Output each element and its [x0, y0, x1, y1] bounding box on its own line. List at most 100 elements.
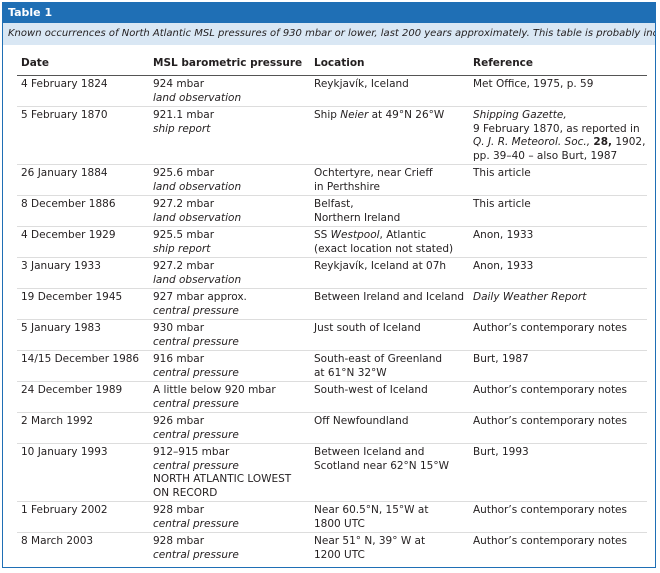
cell-line: Reykjavík, Iceland: [314, 78, 409, 90]
table-cell: 19 December 1945: [17, 288, 149, 320]
table-cell: This article: [469, 164, 647, 196]
table-cell: 5 January 1983: [17, 319, 149, 351]
table-cell: 26 January 1884: [17, 164, 149, 196]
table-caption: Known occurrences of North Atlantic MSL …: [3, 23, 655, 45]
cell-line: central pressure: [153, 549, 306, 563]
cell-line: central pressure: [153, 336, 306, 350]
cell-line: 5 January 1983: [21, 322, 101, 334]
cell-line: This article: [473, 167, 531, 179]
cell-line: A little below 920 mbar: [153, 384, 276, 396]
cell-line: 8 December 1886: [21, 198, 116, 210]
table-cell: 8 December 1886: [17, 195, 149, 227]
table-cell: Reykjavík, Iceland at 07h: [310, 257, 469, 289]
table-row: 14/15 December 1986 916 mbar central press…: [17, 350, 647, 382]
table-cell: Between Iceland and Scotland near 62°N 15…: [310, 443, 469, 502]
cell-line: Northern Ireland: [314, 211, 401, 224]
cell-line: Burt, 1993: [473, 446, 529, 458]
cell-line: 1 February 2002: [21, 504, 108, 516]
cell-line: SS Westpool, Atlantic: [314, 229, 465, 243]
cell-line: Near 51° N, 39° W at: [314, 535, 426, 547]
table-cell: Met Office, 1975, p. 59: [469, 75, 647, 107]
cell-line: central pressure: [153, 367, 306, 381]
table-cell: Burt, 1993: [469, 443, 647, 502]
table-frame: Table 1 Known occurrences of North Atlan…: [2, 2, 656, 568]
text-segment: land observation: [153, 211, 242, 224]
cell-line: Author’s contemporary notes: [473, 322, 627, 334]
table-row: 4 December 1929 925.5 mbar ship report SS W…: [17, 226, 647, 258]
cell-line: central pressure: [153, 429, 306, 443]
table-row: 26 January 1884 925.6 mbar land observatio…: [17, 164, 647, 196]
cell-line: pp. 39–40 – also Burt, 1987: [473, 149, 618, 162]
table-cell: 928 mbar central pressure: [149, 501, 310, 533]
table-cell: South-west of Iceland: [310, 381, 469, 413]
cell-line: Off Newfoundland: [314, 415, 409, 427]
cell-line: Scotland near 62°N 15°W: [314, 459, 449, 472]
table-cell: Reykjavík, Iceland: [310, 75, 469, 107]
text-segment: land observation: [153, 180, 242, 193]
cell-line: Just south of Iceland: [314, 322, 421, 334]
text-segment: Neier: [340, 109, 369, 121]
text-segment: central pressure: [153, 517, 239, 530]
table-title: Table 1: [3, 3, 655, 23]
table-cell: This article: [469, 195, 647, 227]
cell-line: 927 mbar approx.: [153, 291, 247, 303]
table-cell: 921.1 mbar ship report: [149, 106, 310, 165]
table-row: 1 February 2002 928 mbar central pressure N…: [17, 501, 647, 533]
table-cell: Anon, 1933: [469, 226, 647, 258]
table-row: 3 January 1933 927.2 mbar land observation…: [17, 257, 647, 289]
table-row: 19 December 1945 927 mbar approx. central …: [17, 288, 647, 320]
cell-line: 926 mbar: [153, 415, 205, 427]
cell-line: Between Ireland and Iceland: [314, 291, 465, 303]
text-segment: central pressure: [153, 397, 239, 410]
cell-line: Author’s contemporary notes: [473, 415, 627, 427]
cell-line: 927.2 mbar: [153, 260, 215, 272]
text-segment: ship report: [153, 242, 211, 255]
cell-line: 3 January 1933: [21, 260, 101, 272]
cell-line: Burt, 1987: [473, 353, 529, 365]
text-segment: Shipping Gazette,: [473, 109, 567, 121]
table-cell: Off Newfoundland: [310, 412, 469, 444]
cell-line: Author’s contemporary notes: [473, 384, 627, 396]
table-cell: Author’s contemporary notes: [469, 381, 647, 413]
cell-line: central pressure: [153, 305, 306, 319]
table-cell: Author’s contemporary notes: [469, 501, 647, 533]
cell-line: in Perthshire: [314, 180, 381, 193]
cell-line: land observation: [153, 212, 306, 226]
cell-line: Ship Neier at 49°N 26°W: [314, 109, 465, 123]
cell-line: Belfast,: [314, 198, 354, 210]
cell-line: 916 mbar: [153, 353, 205, 365]
column-header: MSL barometric pressure: [149, 53, 310, 76]
table-cell: Between Ireland and Iceland: [310, 288, 469, 320]
table-cell: Ochtertyre, near Crieff in Perthshire: [310, 164, 469, 196]
table-cell: 3 January 1933: [17, 257, 149, 289]
cell-line: Daily Weather Report: [473, 291, 643, 305]
data-table: Date MSL barometric pressure Location Refer…: [17, 53, 647, 563]
cell-line: 2 March 1992: [21, 415, 94, 427]
cell-line: Between Iceland and: [314, 446, 425, 458]
column-header: Reference: [469, 53, 647, 76]
table-cell: Belfast, Northern Ireland: [310, 195, 469, 227]
cell-line: 14/15 December 1986: [21, 353, 140, 365]
text-segment: SS: [314, 229, 331, 241]
cell-line: 4 December 1929: [21, 229, 116, 241]
table-cell: 925.6 mbar land observation: [149, 164, 310, 196]
table-cell: Author’s contemporary notes: [469, 319, 647, 351]
header-row: Date MSL barometric pressure Location Refer…: [17, 53, 647, 76]
cell-line: Met Office, 1975, p. 59: [473, 78, 594, 90]
cell-line: 1200 UTC: [314, 548, 365, 561]
cell-line: 921.1 mbar: [153, 109, 215, 121]
cell-line: 10 January 1993: [21, 446, 108, 458]
cell-line: Near 60.5°N, 15°W at: [314, 504, 429, 516]
cell-line: 5 February 1870: [21, 109, 108, 121]
cell-line: 912–915 mbar: [153, 446, 230, 458]
cell-line: 928 mbar: [153, 535, 205, 547]
table-cell: 10 January 1993: [17, 443, 149, 502]
table-cell: Near 51° N, 39° W at 1200 UTC: [310, 533, 469, 564]
cell-line: central pressure: [153, 460, 306, 474]
cell-line: South-east of Greenland: [314, 353, 443, 365]
cell-line: ship report: [153, 243, 306, 257]
cell-line: 927.2 mbar: [153, 198, 215, 210]
table-cell: Anon, 1933: [469, 257, 647, 289]
table-cell: 4 February 1824: [17, 75, 149, 107]
cell-line: 925.5 mbar: [153, 229, 215, 241]
